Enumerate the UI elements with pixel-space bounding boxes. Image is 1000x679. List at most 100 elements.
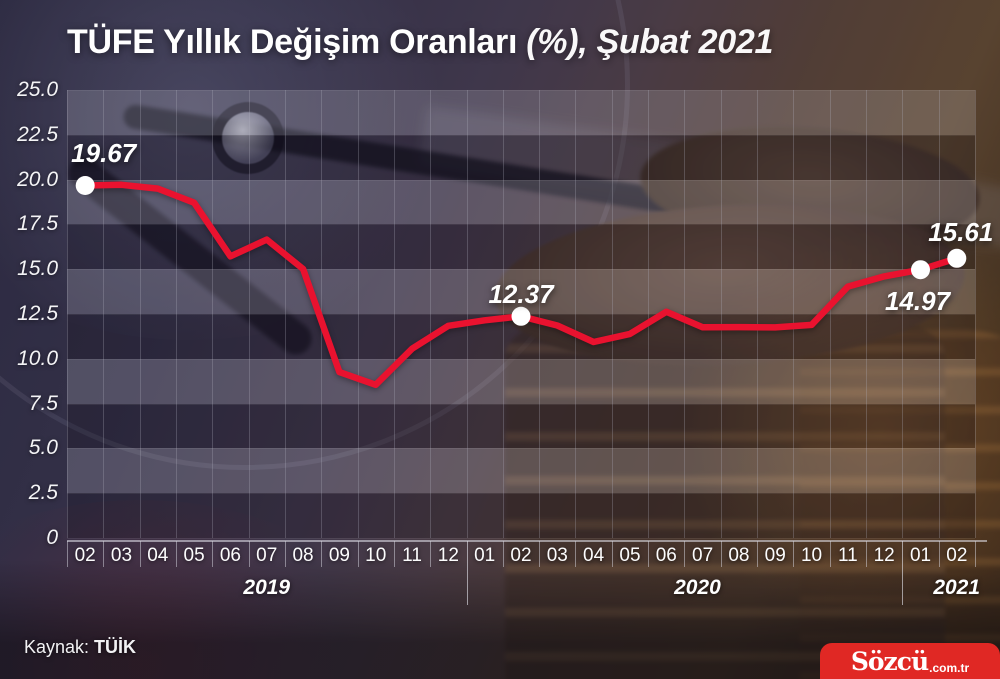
month-tick [321,541,323,567]
gridline-vertical [175,90,177,538]
gridline-vertical [684,90,686,538]
x-tick-label: 12 [873,545,895,566]
data-point-label: 15.61 [928,217,994,248]
data-point-label: 14.97 [884,285,951,316]
data-point-label: 19.67 [71,137,137,168]
gridline-vertical [575,90,577,538]
plot-band [67,448,975,494]
y-tick-label: 25.0 [17,78,58,101]
sozcu-logo-brand: Sözcü [850,646,929,676]
month-tick [175,541,177,567]
year-separator-line [902,541,904,605]
month-tick [648,541,650,567]
gridline-vertical [793,90,795,538]
month-tick [793,541,795,567]
x-tick-label: 12 [437,545,459,566]
gridline-horizontal [67,179,975,181]
x-tick-label: 05 [183,545,205,566]
x-tick-label: 07 [692,545,714,566]
source-name: TÜİK [94,637,137,657]
month-tick [248,541,250,567]
sozcu-logo: Sözcü .com.tr [820,643,1000,679]
data-point-label: 12.37 [488,279,554,310]
gridline-horizontal [67,448,975,450]
sozcu-logo-suffix: .com.tr [929,661,970,675]
x-tick-label: 04 [147,545,169,566]
chart-title-suffix: (%), Şubat 2021 [517,23,774,61]
x-tick-label: 02 [74,545,96,566]
month-tick [757,541,759,567]
month-tick [575,541,577,567]
gridline-horizontal [67,134,975,136]
month-tick [393,541,395,567]
plot-band [67,179,975,225]
x-tick-label: 11 [838,545,858,566]
source-caption: Kaynak: TÜİK [24,637,136,658]
month-tick [684,541,686,567]
source-prefix: Kaynak: [24,637,95,657]
x-tick-label: 04 [583,545,605,566]
gridline-horizontal [67,358,975,360]
plot-band [67,134,975,180]
y-tick-label: 20.0 [17,167,58,191]
gridline-vertical [975,90,976,538]
gridline-vertical [248,90,250,538]
plot-band [67,493,975,538]
gridline-vertical [393,90,395,538]
clock-pivot-icon [222,112,274,164]
y-tick-label: 12.5 [17,302,58,325]
gridline-vertical [430,90,432,538]
gridline-vertical [611,90,613,538]
gridline-vertical [357,90,359,538]
gridline-vertical [139,90,141,538]
x-tick-label: 10 [800,545,823,566]
x-tick-label: 07 [256,545,278,566]
y-tick-label: 15.0 [17,257,58,281]
year-separator-line [466,541,468,605]
gridline-horizontal [67,538,975,539]
gridline-horizontal [67,314,975,315]
gridline-vertical [648,90,650,538]
gridline-vertical [539,90,541,538]
gridline-horizontal [67,224,975,226]
plot-band [67,403,975,449]
gridline-horizontal [67,269,975,271]
plot-band [67,90,975,135]
year-label: 2019 [243,576,291,599]
month-tick [284,541,286,567]
gridline-vertical [757,90,759,538]
x-tick-label: 09 [328,545,350,566]
x-tick-label: 02 [510,545,532,566]
y-tick-label: 2.5 [28,481,58,505]
x-axis-line [67,540,987,542]
month-tick [829,541,831,567]
month-tick [139,541,141,567]
x-tick-label: 08 [292,545,314,566]
gridline-vertical [67,90,68,538]
x-tick-label: 01 [909,545,932,566]
gridline-vertical [321,90,323,538]
y-tick-label: 17.5 [17,212,58,236]
y-tick-label: 5.0 [28,436,58,460]
month-tick [866,541,868,567]
plot-band [67,314,975,359]
month-tick [67,541,68,567]
gridline-horizontal [67,90,975,91]
x-tick-label: 11 [402,545,422,566]
gridline-vertical [502,90,504,538]
y-tick-label: 22.5 [17,122,58,146]
gridline-vertical [720,90,722,538]
month-tick [357,541,359,567]
gridline-horizontal [67,403,975,405]
x-tick-label: 05 [619,545,641,566]
x-tick-label: 06 [219,545,241,566]
month-tick [502,541,504,567]
x-tick-label: 09 [764,545,786,566]
month-tick [975,541,976,567]
year-label: 2020 [674,576,721,599]
month-tick [103,541,105,567]
month-tick [430,541,432,567]
chart-title: TÜFE Yıllık Değişim Oranları (%), Şubat … [67,23,774,61]
